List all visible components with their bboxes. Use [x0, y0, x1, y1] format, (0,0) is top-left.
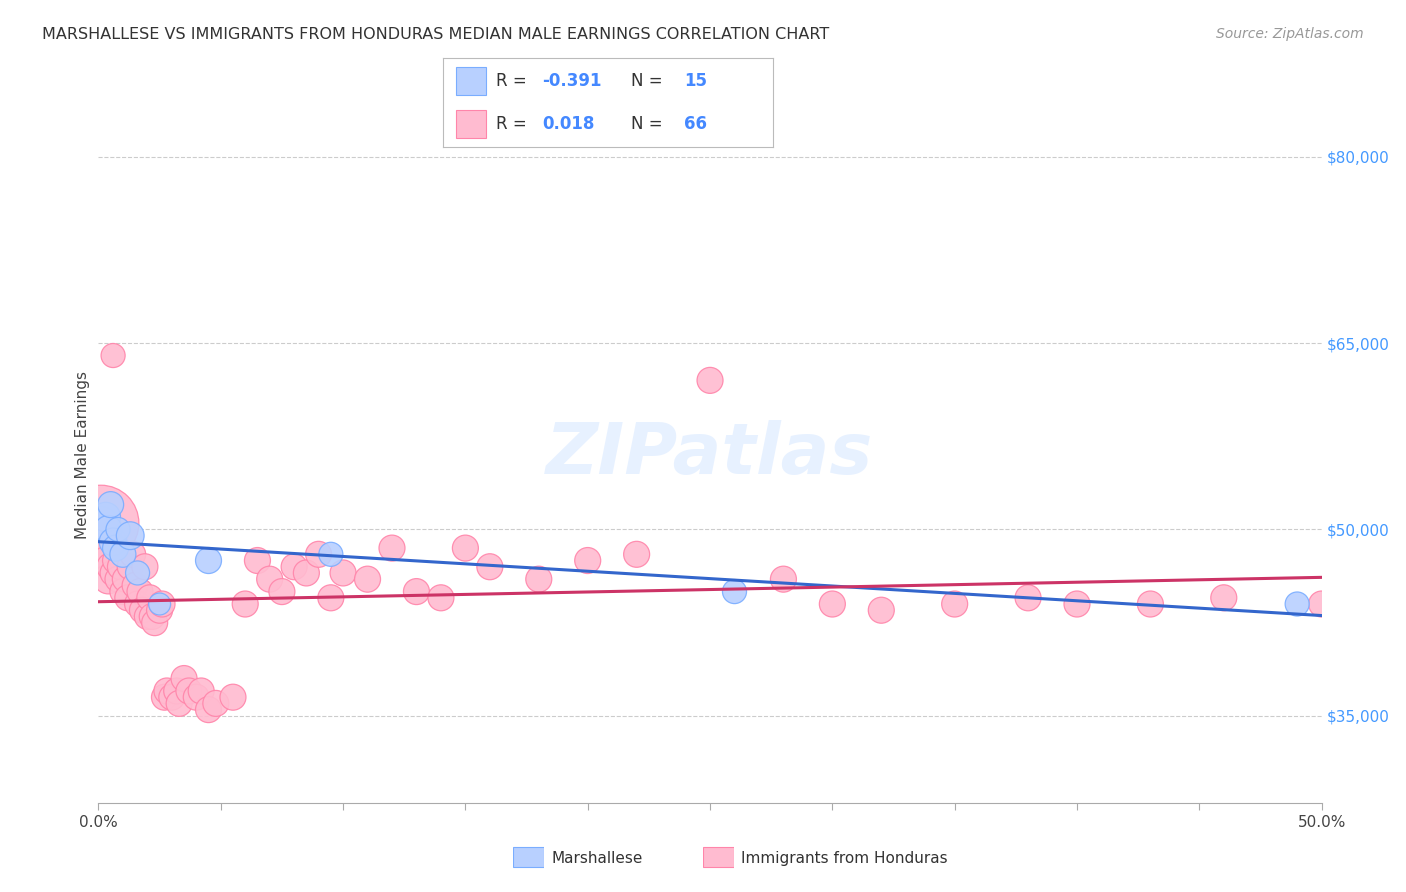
Point [127, 566, 149, 580]
Point [870, 603, 893, 617]
Point [94, 553, 117, 567]
Bar [513, 847, 544, 867]
Point [167, 697, 190, 711]
Point [356, 572, 378, 586]
Point [124, 578, 146, 592]
Point [134, 559, 156, 574]
Point [90, 516, 112, 531]
Point [197, 553, 219, 567]
Point [111, 584, 134, 599]
Point [283, 559, 305, 574]
Point [246, 553, 269, 567]
FancyBboxPatch shape [456, 67, 486, 95]
Point [149, 603, 172, 617]
Point [101, 534, 124, 549]
Point [1139, 597, 1161, 611]
Point [121, 547, 143, 561]
Point [156, 684, 179, 698]
Point [527, 572, 550, 586]
Point [454, 541, 477, 555]
Text: 0.018: 0.018 [543, 115, 595, 133]
Point [111, 547, 134, 561]
Point [160, 690, 183, 705]
Point [177, 684, 200, 698]
Point [1286, 597, 1309, 611]
Point [153, 690, 176, 705]
Point [97, 572, 120, 586]
Point [332, 566, 354, 580]
Point [222, 690, 245, 705]
Point [173, 672, 195, 686]
Point [626, 547, 648, 561]
Point [405, 584, 427, 599]
Point [186, 690, 208, 705]
Point [129, 584, 152, 599]
Point [197, 703, 219, 717]
Point [127, 597, 149, 611]
Point [104, 553, 127, 567]
Point [1212, 591, 1234, 605]
Point [699, 373, 721, 387]
Text: 15: 15 [685, 72, 707, 90]
Point [430, 591, 453, 605]
Point [131, 603, 153, 617]
Text: Marshallese: Marshallese [551, 851, 643, 865]
Point [110, 559, 132, 574]
Text: ZIPatlas: ZIPatlas [547, 420, 873, 490]
Point [308, 547, 330, 561]
Point [1310, 597, 1333, 611]
Point [149, 597, 172, 611]
Point [107, 572, 129, 586]
Point [97, 523, 120, 537]
Point [772, 572, 794, 586]
Point [101, 349, 124, 363]
Point [139, 591, 162, 605]
Text: -0.391: -0.391 [543, 72, 602, 90]
FancyBboxPatch shape [456, 110, 486, 138]
Text: Immigrants from Honduras: Immigrants from Honduras [741, 851, 948, 865]
Point [190, 684, 212, 698]
Point [259, 572, 281, 586]
Point [821, 597, 844, 611]
Point [576, 553, 599, 567]
Point [270, 584, 294, 599]
Text: R =: R = [496, 115, 531, 133]
Point [114, 572, 136, 586]
Point [478, 559, 501, 574]
Point [205, 697, 228, 711]
Point [120, 559, 142, 574]
Text: N =: N = [631, 115, 668, 133]
Point [100, 498, 122, 512]
Text: R =: R = [496, 72, 531, 90]
Point [150, 597, 173, 611]
Point [143, 615, 166, 630]
Point [943, 597, 966, 611]
Point [100, 559, 122, 574]
Text: Source: ZipAtlas.com: Source: ZipAtlas.com [1216, 27, 1364, 41]
Point [1017, 591, 1039, 605]
Point [295, 566, 318, 580]
Point [723, 584, 745, 599]
Y-axis label: Median Male Earnings: Median Male Earnings [75, 371, 90, 539]
Point [136, 609, 159, 624]
Point [319, 591, 342, 605]
Bar [703, 847, 734, 867]
Point [101, 566, 124, 580]
Text: 66: 66 [685, 115, 707, 133]
Point [1066, 597, 1088, 611]
Point [91, 547, 114, 561]
Point [94, 510, 117, 524]
Text: N =: N = [631, 72, 668, 90]
Point [107, 523, 129, 537]
Point [104, 541, 127, 555]
Point [319, 547, 342, 561]
Point [90, 516, 112, 531]
Point [117, 591, 139, 605]
Point [141, 609, 163, 624]
Point [381, 541, 404, 555]
Point [120, 529, 142, 543]
Text: MARSHALLESE VS IMMIGRANTS FROM HONDURAS MEDIAN MALE EARNINGS CORRELATION CHART: MARSHALLESE VS IMMIGRANTS FROM HONDURAS … [42, 27, 830, 42]
Point [166, 684, 188, 698]
Point [233, 597, 256, 611]
